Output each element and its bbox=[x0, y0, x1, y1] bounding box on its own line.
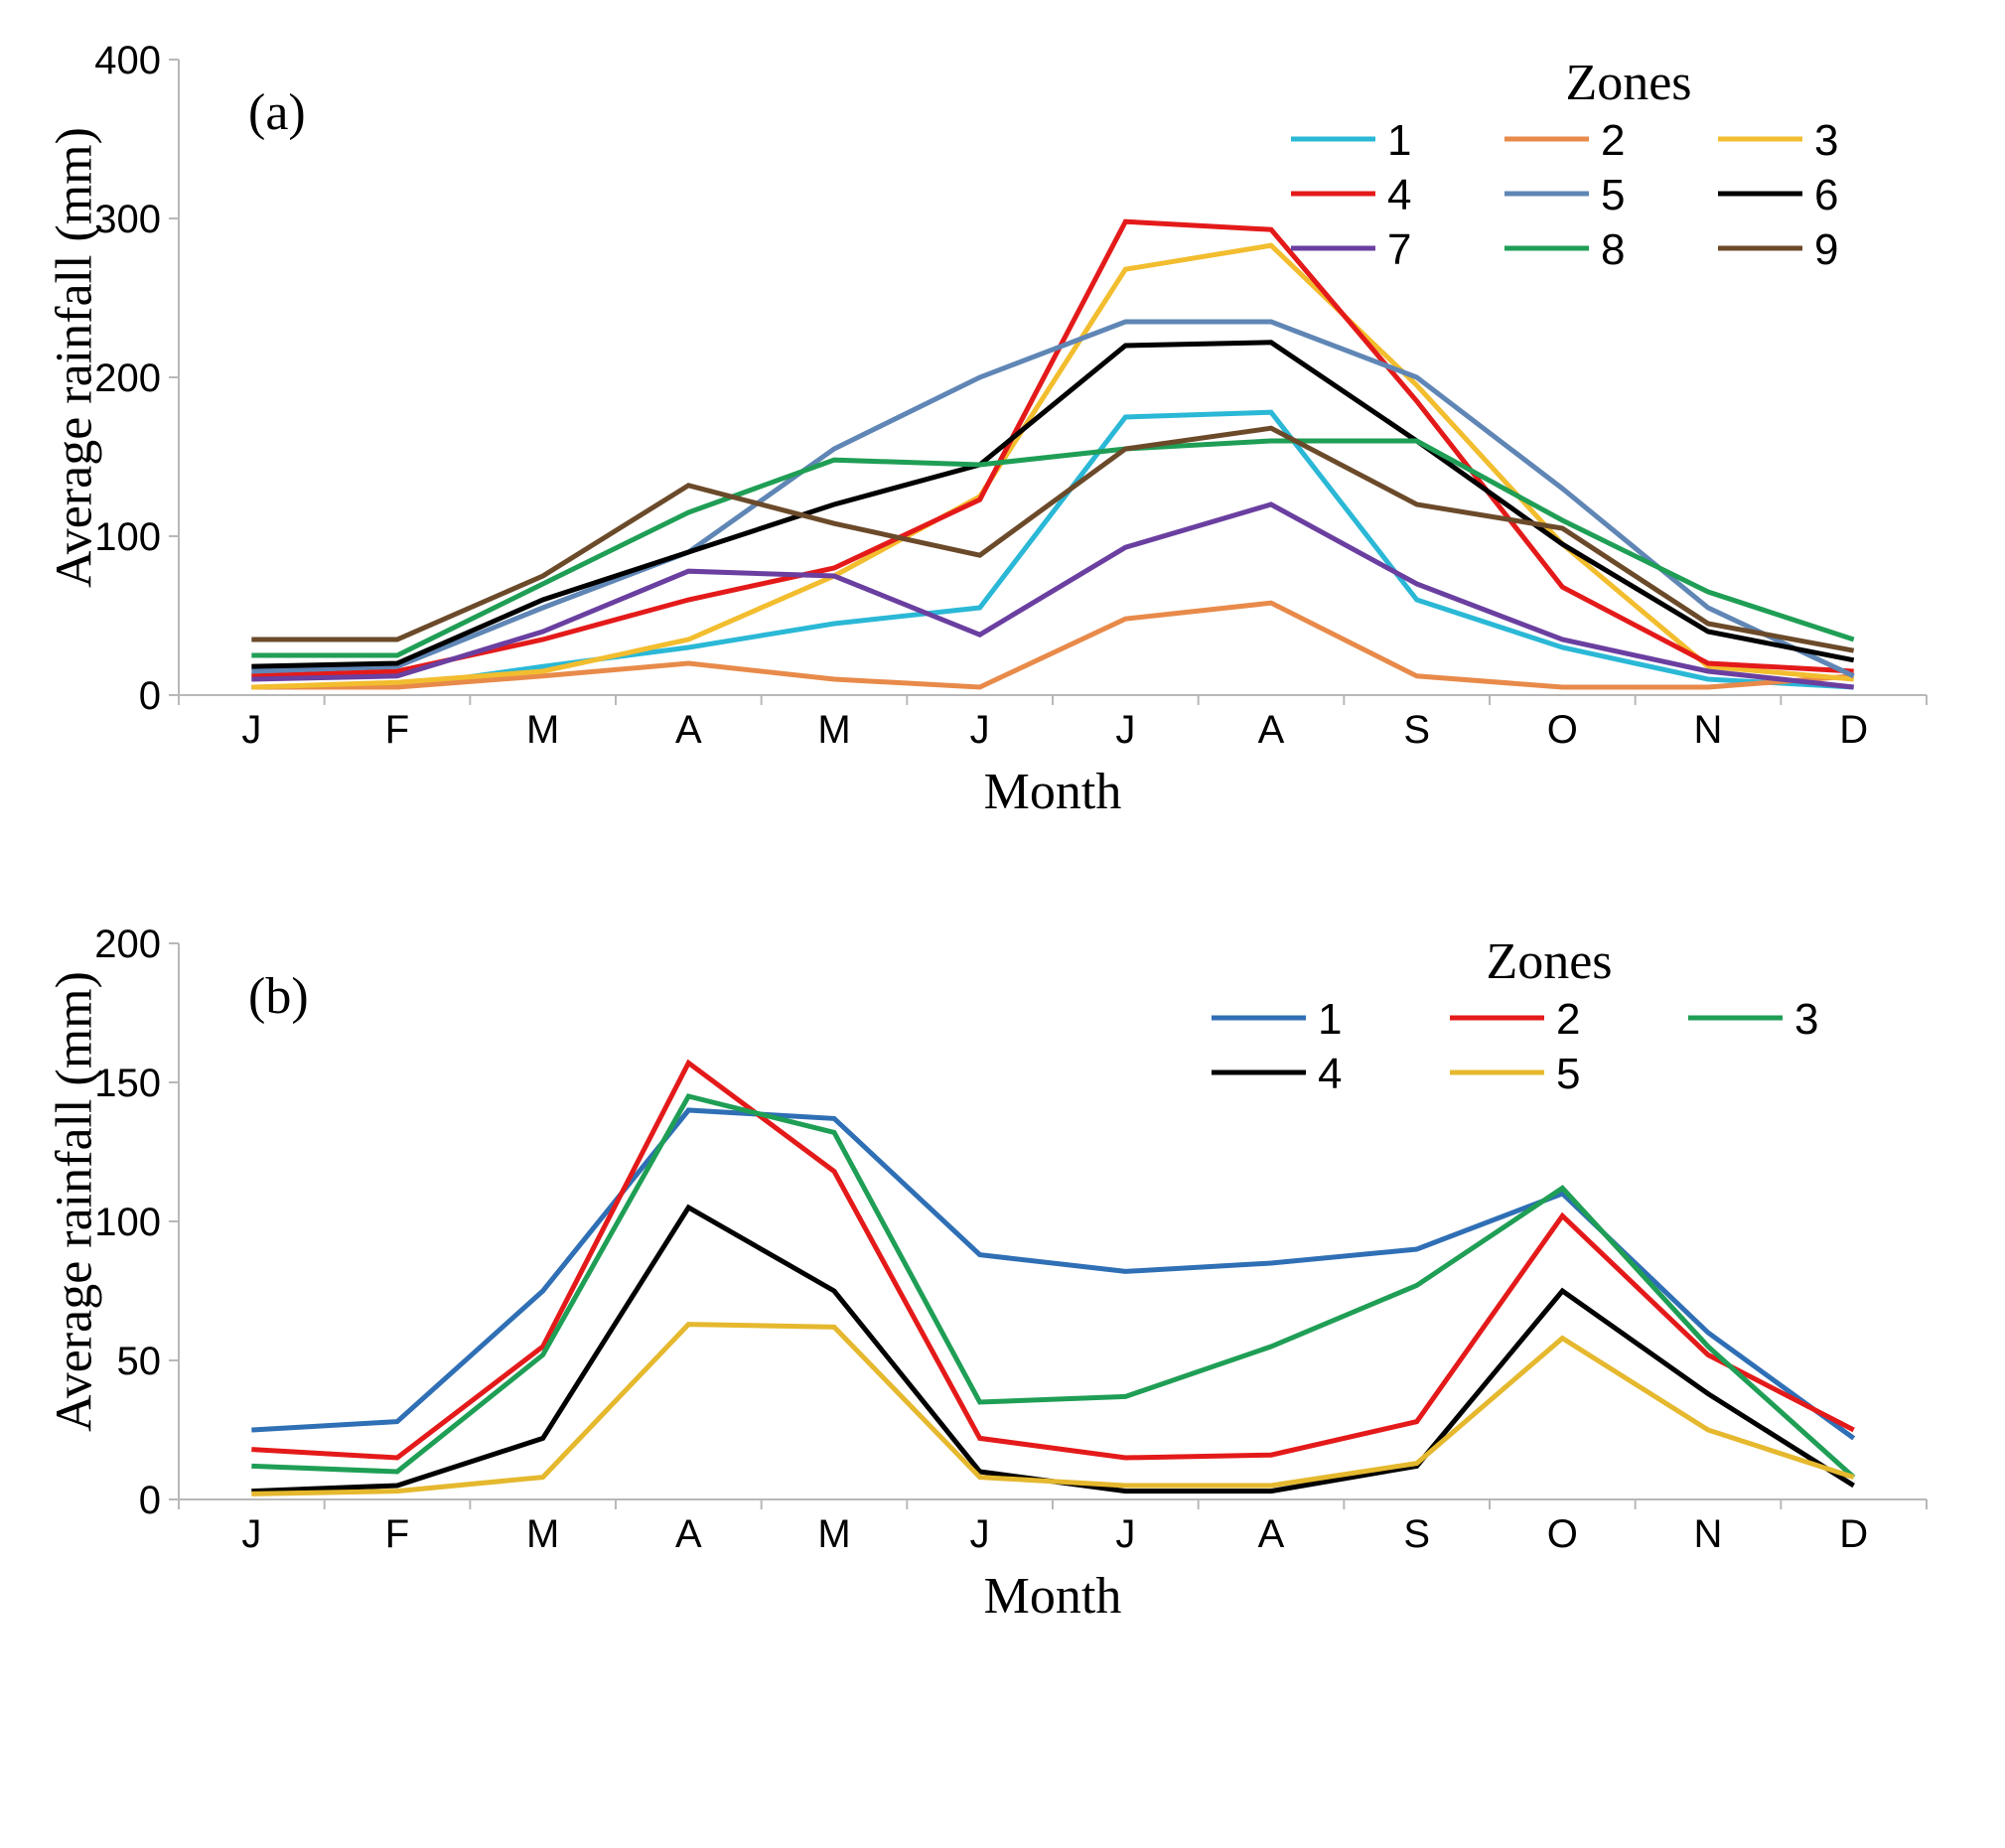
panel-label: (a) bbox=[248, 84, 306, 141]
x-tick-label: O bbox=[1547, 1512, 1578, 1556]
chart-b-xlabel: Month bbox=[179, 1567, 1927, 1626]
legend-item-label: 4 bbox=[1387, 171, 1411, 219]
y-tick-label: 200 bbox=[94, 356, 161, 400]
legend-item-label: 5 bbox=[1601, 171, 1625, 219]
chart-b-svg: 0 50 100 150 200 J F M A M J J A S O N D (b) Zones 1 2 3 4 5 bbox=[60, 924, 1946, 1559]
series-3 bbox=[251, 1096, 1853, 1478]
x-tick-label: A bbox=[675, 708, 702, 752]
x-tick-label: J bbox=[970, 708, 990, 752]
chart-a-wrap: Average rainfall (mm) 0100200300400JFMAM… bbox=[60, 40, 1945, 814]
x-tick-label: F bbox=[385, 1512, 409, 1556]
page: Average rainfall (mm) 0100200300400JFMAM… bbox=[0, 0, 2005, 1848]
series-5 bbox=[251, 1325, 1853, 1494]
legend-item-label: 2 bbox=[1556, 995, 1580, 1044]
legend-item-label: 6 bbox=[1814, 171, 1838, 219]
x-tick-label: A bbox=[675, 1512, 702, 1556]
legend-title: Zones bbox=[1565, 55, 1691, 111]
legend-title: Zones bbox=[1486, 933, 1612, 990]
legend-item-label: 7 bbox=[1387, 225, 1411, 274]
legend-item-label: 2 bbox=[1601, 116, 1625, 165]
x-tick-label: M bbox=[817, 1512, 850, 1556]
legend-item-label: 9 bbox=[1814, 225, 1838, 274]
x-tick-label: N bbox=[1694, 1512, 1723, 1556]
x-tick-label: J bbox=[970, 1512, 990, 1556]
legend-item-label: 8 bbox=[1601, 225, 1625, 274]
x-tick-label: M bbox=[526, 708, 559, 752]
y-tick-label: 100 bbox=[94, 1201, 161, 1244]
x-tick-label: N bbox=[1694, 708, 1723, 752]
y-tick-label: 150 bbox=[94, 1062, 161, 1105]
x-tick-label: S bbox=[1403, 1512, 1430, 1556]
legend-item-label: 1 bbox=[1318, 995, 1342, 1044]
y-tick-label: 0 bbox=[139, 674, 161, 718]
series-9 bbox=[251, 428, 1853, 650]
y-tick-label: 0 bbox=[139, 1479, 161, 1522]
legend-item-label: 3 bbox=[1814, 116, 1838, 165]
x-tick-label: J bbox=[1115, 1512, 1135, 1556]
x-tick-label: D bbox=[1839, 1512, 1868, 1556]
x-tick-label: J bbox=[241, 1512, 261, 1556]
x-tick-label: D bbox=[1839, 708, 1868, 752]
x-tick-label: O bbox=[1547, 708, 1578, 752]
series-1 bbox=[251, 1110, 1853, 1438]
x-tick-label: J bbox=[241, 708, 261, 752]
x-tick-label: M bbox=[817, 708, 850, 752]
chart-a-svg: 0 100 200 300 400 J F M A M J J A S O N D (a) Zones 1 2 3 4 5 6 7… bbox=[60, 40, 1946, 755]
legend-item-label: 3 bbox=[1794, 995, 1818, 1044]
chart-a-xlabel: Month bbox=[179, 763, 1927, 821]
y-tick-label: 300 bbox=[94, 198, 161, 241]
x-tick-label: S bbox=[1403, 708, 1430, 752]
legend-item-label: 4 bbox=[1318, 1050, 1342, 1098]
x-tick-label: M bbox=[526, 1512, 559, 1556]
chart-b-wrap: Average rainfall (mm) 050100150200JFMAMJ… bbox=[60, 924, 1945, 1619]
y-tick-label: 50 bbox=[117, 1340, 162, 1383]
y-tick-label: 200 bbox=[94, 924, 161, 966]
x-tick-label: A bbox=[1258, 708, 1285, 752]
x-tick-label: J bbox=[1115, 708, 1135, 752]
y-tick-label: 400 bbox=[94, 40, 161, 82]
legend-item-label: 1 bbox=[1387, 116, 1411, 165]
x-tick-label: F bbox=[385, 708, 409, 752]
chart-a-ylabel: Average rainfall (mm) bbox=[46, 127, 104, 588]
y-tick-label: 100 bbox=[94, 515, 161, 559]
panel-label: (b) bbox=[248, 968, 309, 1025]
chart-b-ylabel: Average rainfall (mm) bbox=[46, 971, 104, 1432]
legend-item-label: 5 bbox=[1556, 1050, 1580, 1098]
x-tick-label: A bbox=[1258, 1512, 1285, 1556]
